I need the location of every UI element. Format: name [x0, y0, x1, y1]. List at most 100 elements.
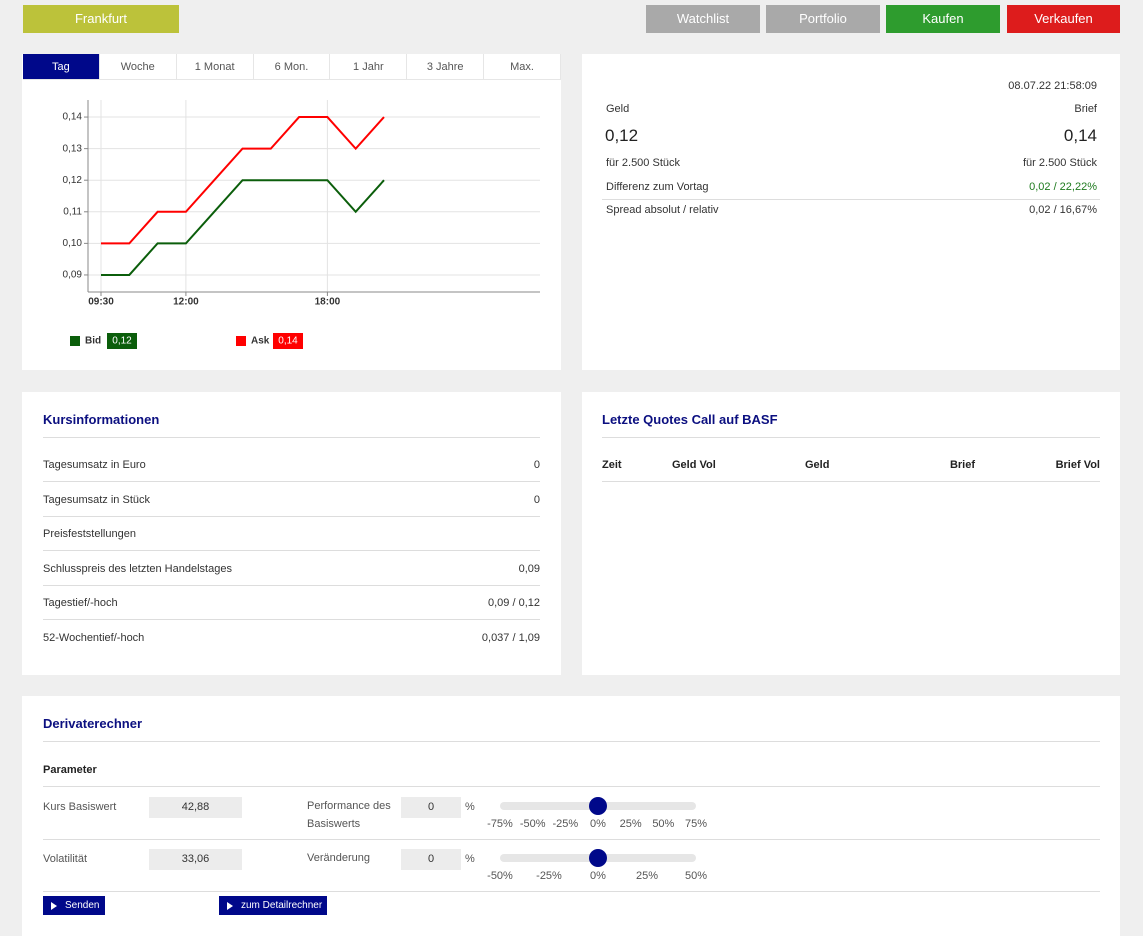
slider-scale-label: 0%: [590, 870, 606, 882]
x-tick-label: 12:00: [173, 297, 199, 308]
chart-tab[interactable]: 6 Mon.: [253, 54, 331, 80]
divider: [43, 550, 540, 551]
divider: [602, 481, 1100, 482]
x-tick-label: 18:00: [315, 297, 341, 308]
slider-knob[interactable]: [589, 797, 607, 815]
bid-size: für 2.500 Stück: [606, 157, 680, 169]
quotes-title: Letzte Quotes Call auf BASF: [602, 412, 778, 427]
legend-value-box: [107, 333, 137, 349]
quote-row-value: 0,02 / 16,67%: [1029, 204, 1097, 216]
y-tick-label: 0,14: [63, 112, 83, 123]
info-value: 0: [533, 459, 540, 471]
slider-scale-label: -50%: [487, 870, 513, 882]
chart: 0,09 0,10 0,11 0,12 0,13 0,14 09:30 12:00 18:00 B…: [63, 100, 540, 349]
unit: %: [465, 853, 475, 865]
exchange-button[interactable]: Frankfurt: [23, 5, 179, 33]
legend-label: Ask: [251, 336, 270, 347]
divider: [43, 741, 1100, 742]
detail-button[interactable]: zum Detailrechner: [219, 896, 327, 915]
info-value: 0,09: [518, 562, 540, 575]
column-header: Zeit: [602, 459, 622, 471]
quote-panel: [582, 54, 1120, 370]
divider: [43, 839, 1100, 840]
chart-tab[interactable]: 1 Jahr: [330, 54, 408, 80]
info-value: 0,037 / 1,09: [481, 631, 540, 644]
slider-scale-label: 25%: [619, 818, 642, 830]
divider: [43, 891, 1100, 892]
quotes-panel: [582, 392, 1120, 675]
slider-scale-label: 50%: [684, 870, 708, 882]
y-tick-label: 0,11: [63, 206, 82, 217]
param-change-input[interactable]: 0: [401, 797, 461, 818]
bid-label: Geld: [606, 103, 630, 115]
divider: [602, 437, 1100, 438]
slider-scale-label: 25%: [635, 870, 659, 882]
info-label: Tagestief/-hoch: [43, 597, 118, 609]
info-value: 0: [533, 493, 540, 506]
legend-value: 0,14: [278, 336, 298, 347]
slider-scale-label: -75%: [487, 818, 513, 830]
slider-scale-label: 50%: [652, 818, 675, 830]
divider: [43, 584, 540, 586]
slider-scale-label: -50%: [519, 818, 546, 830]
info-label: Tagesumsatz in Euro: [43, 459, 146, 471]
chart-tab[interactable]: Woche: [99, 54, 177, 80]
send-button[interactable]: Senden: [43, 896, 105, 915]
y-tick-label: 0,09: [63, 270, 83, 281]
ask-label: Brief: [1074, 103, 1097, 115]
divider: [43, 515, 540, 517]
portfolio-button[interactable]: Portfolio: [766, 5, 880, 33]
param-input[interactable]: 42,88: [149, 797, 242, 818]
info-label: Preisfeststellungen: [43, 528, 136, 540]
chart-tab[interactable]: 3 Jahre: [407, 54, 485, 80]
calculator-title: Derivaterechner: [43, 716, 142, 731]
info-label: Schlusspreis des letzten Handelstages: [43, 562, 232, 575]
slider-scale-label: -25%: [552, 818, 579, 830]
chart-tab[interactable]: Tag: [23, 54, 100, 80]
param-input[interactable]: 33,06: [149, 849, 242, 870]
legend-swatch: [236, 336, 246, 346]
param-name: Veränderung: [307, 852, 370, 864]
legend-value-box: [273, 333, 303, 349]
column-header: Brief: [949, 459, 975, 471]
series-line: [101, 116, 385, 245]
section-label: Parameter: [43, 764, 97, 776]
param-name: Performance des Basiswerts: [307, 800, 391, 830]
price-info-panel: [22, 392, 561, 675]
info-value: 0,09 / 0,12: [488, 597, 540, 609]
info-label: Tagesumsatz in Stück: [43, 493, 150, 506]
slider-scale-label: 75%: [684, 818, 708, 830]
y-tick-label: 0,10: [63, 238, 83, 249]
y-tick-label: 0,13: [63, 143, 83, 154]
watchlist-button[interactable]: Watchlist: [646, 5, 760, 33]
price-info-title: Kursinformationen: [43, 412, 160, 427]
bid-price: 0,12: [605, 126, 639, 145]
divider: [602, 199, 1100, 200]
timestamp: 08.07.22 21:58:09: [1008, 80, 1097, 92]
param-label: Kurs Basiswert: [43, 801, 117, 813]
x-tick-label: 09:30: [88, 297, 114, 308]
param-change-input[interactable]: 0: [401, 849, 461, 870]
quote-row-label: Differenz zum Vortag: [606, 181, 709, 193]
slider-knob[interactable]: [589, 849, 607, 867]
series-line: [101, 179, 385, 276]
legend-swatch: [70, 336, 80, 346]
divider: [43, 437, 540, 438]
quote-row-label: Spread absolut / relativ: [606, 204, 719, 216]
divider: [43, 786, 1100, 787]
divider: [43, 481, 540, 482]
legend-label: Bid: [85, 336, 101, 347]
buy-button[interactable]: Kaufen: [886, 5, 1000, 33]
sell-button[interactable]: Verkaufen: [1007, 5, 1120, 33]
chart-tab[interactable]: Max.: [484, 54, 561, 80]
slider-scale-label: -25%: [536, 870, 562, 882]
column-header: Geld: [805, 459, 830, 471]
ask-price: 0,14: [1063, 126, 1097, 145]
chart-tab[interactable]: 1 Monat: [176, 54, 254, 80]
divider: [43, 619, 540, 620]
slider-scale-label: 0%: [590, 818, 606, 830]
quote-row-value: 0,02 / 22,22%: [1029, 181, 1097, 193]
column-header: Brief Vol: [1055, 459, 1100, 471]
